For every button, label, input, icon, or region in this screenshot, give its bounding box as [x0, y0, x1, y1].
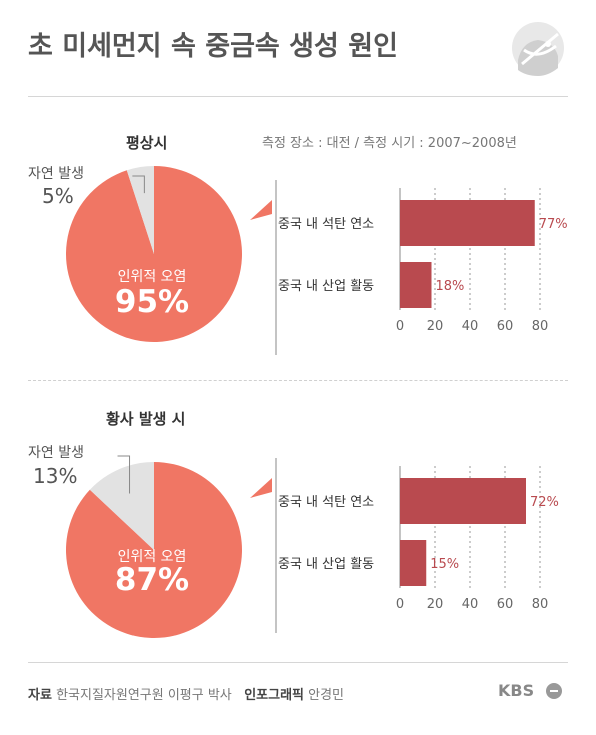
title-divider	[28, 96, 568, 97]
x-tick-label: 80	[532, 319, 549, 334]
pie-slice-human	[65, 166, 242, 342]
pie-slice-natural	[126, 166, 154, 254]
x-tick-label: 0	[396, 597, 404, 612]
x-tick-label: 60	[497, 319, 514, 334]
human-pct-normal: 95%	[114, 284, 190, 320]
natural-pct-normal: 5%	[42, 184, 74, 208]
x-tick-label: 20	[427, 597, 444, 612]
bar-value-label: 15%	[430, 557, 459, 572]
brand-logo: KBS	[498, 681, 535, 700]
human-pct-yellowdust: 87%	[114, 562, 190, 598]
bar	[400, 200, 535, 246]
source-label: 자료	[28, 688, 52, 703]
source-text: 한국지질자원연구원 이평구 박사	[56, 688, 232, 703]
x-tick-label: 0	[396, 319, 404, 334]
x-tick-label: 60	[497, 597, 514, 612]
pie-chart-normal	[65, 166, 242, 342]
pie-chart-yellowdust	[65, 455, 242, 638]
callout-pointer	[250, 200, 272, 220]
x-tick-label: 80	[532, 597, 549, 612]
x-tick-label: 40	[462, 597, 479, 612]
brand-dot-icon	[546, 683, 562, 699]
pie-leader-line	[117, 455, 131, 494]
footer-divider	[28, 662, 568, 663]
pie-leader-line	[132, 175, 145, 194]
natural-label-normal: 자연 발생	[28, 166, 84, 182]
natural-pct-yellowdust: 13%	[33, 464, 78, 488]
bar-value-label: 72%	[530, 495, 559, 510]
x-tick-label: 20	[427, 319, 444, 334]
footer-credits: 자료 한국지질자원연구원 이평구 박사 인포그래픽 안경민	[28, 684, 344, 703]
measure-info: 측정 장소 : 대전 / 측정 시기 : 2007~2008년	[262, 136, 517, 151]
mask-icon	[512, 22, 564, 76]
natural-label-yellowdust: 자연 발생	[28, 445, 84, 461]
page-title: 초 미세먼지 속 중금속 생성 원인	[28, 31, 398, 62]
callout-pointer	[250, 478, 272, 498]
bar-category-label: 중국 내 석탄 연소	[278, 495, 374, 510]
bar-chart-yellowdust: 0 20 40 60 80 중국 내 석탄 연소 72% 중국 내 산업 활동 15%	[250, 458, 559, 633]
section-divider	[28, 380, 568, 381]
human-label-normal: 인위적 오염	[117, 269, 187, 285]
bar-value-label: 77%	[539, 217, 568, 232]
section-title-normal: 평상시	[126, 134, 168, 152]
human-label-yellowdust: 인위적 오염	[117, 549, 187, 565]
graphic-text: 안경민	[308, 688, 345, 703]
bar-category-label: 중국 내 산업 활동	[278, 557, 374, 572]
x-tick-label: 40	[462, 319, 479, 334]
pie-slice-human	[65, 462, 242, 638]
section-title-yellowdust: 황사 발생 시	[106, 410, 186, 428]
bar-value-label: 18%	[436, 279, 465, 294]
pie-slice-natural	[89, 462, 154, 550]
bar	[400, 540, 427, 586]
bar-chart-normal: 0 20 40 60 80 중국 내 석탄 연소 77% 중국 내 산업 활동 18%	[250, 180, 568, 355]
bar	[400, 262, 432, 308]
graphic-label: 인포그래픽	[244, 688, 304, 703]
bar-category-label: 중국 내 산업 활동	[278, 279, 374, 294]
bar-category-label: 중국 내 석탄 연소	[278, 217, 374, 232]
bar	[400, 478, 526, 524]
